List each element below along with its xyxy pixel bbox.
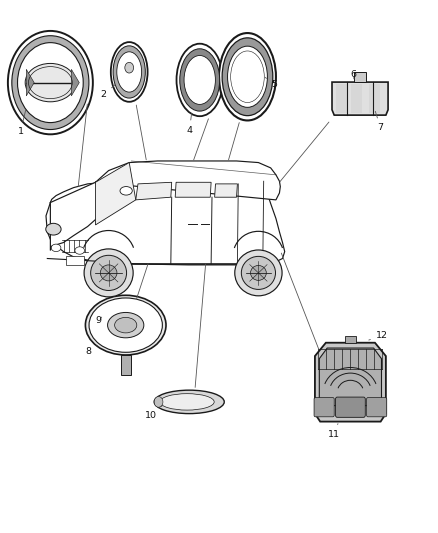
Ellipse shape [25, 63, 76, 102]
Bar [66, 256, 84, 265]
Ellipse shape [251, 265, 266, 280]
Ellipse shape [180, 49, 220, 111]
Polygon shape [336, 84, 347, 113]
Ellipse shape [120, 187, 132, 195]
Circle shape [154, 397, 163, 407]
Ellipse shape [46, 223, 61, 235]
Ellipse shape [222, 38, 273, 116]
Ellipse shape [115, 317, 137, 333]
Ellipse shape [89, 298, 162, 352]
Polygon shape [175, 182, 211, 197]
Text: 11: 11 [328, 424, 339, 439]
Ellipse shape [154, 390, 224, 414]
Polygon shape [215, 184, 237, 197]
Text: 2: 2 [101, 84, 115, 99]
Text: 12: 12 [369, 332, 388, 340]
Polygon shape [319, 348, 381, 406]
Text: 6: 6 [350, 70, 357, 79]
Ellipse shape [241, 256, 276, 289]
Ellipse shape [84, 249, 133, 297]
Circle shape [125, 62, 134, 73]
Ellipse shape [235, 250, 282, 296]
Text: 7: 7 [375, 111, 384, 132]
Bar [354, 72, 366, 82]
Ellipse shape [91, 255, 127, 290]
Bar [121, 355, 131, 375]
Bar [345, 336, 356, 343]
Text: 1: 1 [18, 110, 26, 136]
Circle shape [12, 36, 89, 130]
Text: 5: 5 [265, 77, 278, 88]
FancyBboxPatch shape [336, 397, 365, 417]
Polygon shape [46, 181, 285, 265]
Ellipse shape [113, 46, 145, 98]
Ellipse shape [100, 265, 117, 281]
Ellipse shape [108, 312, 144, 338]
Text: 8: 8 [86, 345, 98, 356]
Circle shape [18, 43, 83, 123]
FancyBboxPatch shape [367, 398, 387, 417]
Polygon shape [95, 163, 136, 225]
Ellipse shape [160, 394, 214, 410]
Ellipse shape [177, 44, 223, 116]
Text: 9: 9 [95, 317, 102, 325]
Polygon shape [95, 161, 280, 200]
Ellipse shape [184, 55, 215, 104]
Ellipse shape [75, 247, 85, 254]
Text: 10: 10 [145, 405, 163, 420]
Polygon shape [50, 182, 109, 251]
Polygon shape [315, 343, 386, 422]
Polygon shape [71, 69, 79, 96]
Ellipse shape [117, 52, 141, 92]
Ellipse shape [227, 46, 267, 107]
Text: 4: 4 [187, 114, 193, 134]
Ellipse shape [111, 42, 148, 102]
Circle shape [8, 31, 93, 134]
Ellipse shape [219, 33, 276, 120]
Polygon shape [136, 182, 172, 200]
Polygon shape [369, 84, 380, 113]
Polygon shape [332, 82, 388, 115]
Ellipse shape [51, 244, 61, 252]
Polygon shape [26, 69, 34, 96]
Ellipse shape [85, 295, 166, 355]
Polygon shape [351, 84, 362, 113]
FancyBboxPatch shape [314, 398, 334, 417]
